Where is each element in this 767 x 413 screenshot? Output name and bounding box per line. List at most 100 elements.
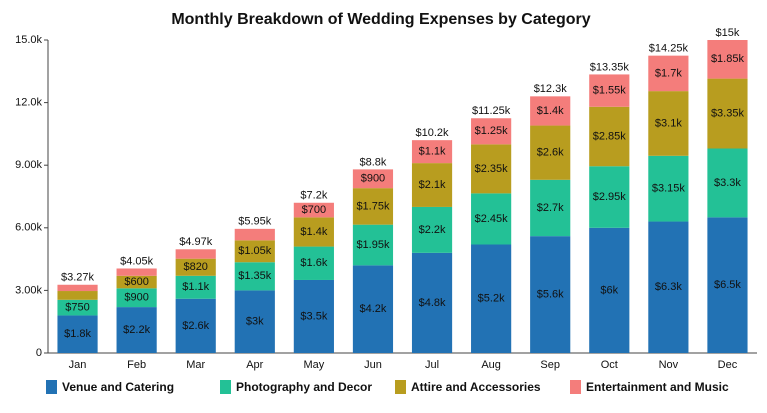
total-label: $11.25k bbox=[472, 105, 511, 117]
bar-segment bbox=[707, 148, 748, 218]
total-label: $14.25k bbox=[649, 43, 689, 55]
value-label: $3.5k bbox=[300, 310, 327, 322]
legend-label: Photography and Decor bbox=[236, 380, 372, 394]
bar-segment bbox=[471, 118, 512, 145]
bar-segment bbox=[530, 96, 571, 126]
x-tick-label: Mar bbox=[186, 359, 205, 371]
bar-segment bbox=[234, 240, 275, 263]
legend-label: Venue and Catering bbox=[62, 380, 174, 394]
value-label: $3k bbox=[246, 316, 264, 328]
bar-segment bbox=[530, 125, 571, 180]
bar-segment bbox=[648, 91, 689, 156]
bar-segment bbox=[471, 244, 512, 353]
bar-segment bbox=[648, 221, 689, 353]
y-tick-label: 6.00k bbox=[15, 222, 42, 234]
value-label: $3.15k bbox=[652, 183, 686, 195]
bar-segment bbox=[352, 188, 394, 225]
x-tick-label: Nov bbox=[659, 359, 679, 371]
y-tick-label: 15.0k bbox=[15, 34, 42, 46]
x-tick-label: Jul bbox=[425, 359, 439, 371]
value-label: $1.8k bbox=[64, 328, 91, 340]
bar-segment bbox=[175, 249, 216, 259]
bar-segment bbox=[116, 268, 157, 276]
bar-segment bbox=[648, 55, 689, 92]
x-tick-label: Apr bbox=[246, 359, 263, 371]
total-label: $10.2k bbox=[416, 127, 450, 139]
legend-swatch bbox=[395, 380, 406, 394]
y-tick-label: 9.00k bbox=[15, 159, 42, 171]
value-label: $1.4k bbox=[537, 105, 564, 117]
value-label: $1.1k bbox=[182, 281, 209, 293]
bar-segment bbox=[57, 291, 98, 300]
bar-segment bbox=[471, 193, 512, 245]
value-label: $4.8k bbox=[419, 297, 446, 309]
value-label: $900 bbox=[361, 173, 385, 185]
total-label: $3.27k bbox=[61, 272, 95, 284]
x-tick-label: Jan bbox=[69, 359, 87, 371]
value-label: $2.2k bbox=[419, 224, 446, 236]
total-label: $5.95k bbox=[238, 216, 272, 228]
bar-segment bbox=[293, 202, 334, 218]
total-label: $15k bbox=[716, 27, 740, 39]
x-tick-label: Jun bbox=[364, 359, 382, 371]
x-tick-label: Oct bbox=[601, 359, 618, 371]
bar-segment bbox=[234, 290, 275, 353]
bar-segment bbox=[116, 288, 157, 308]
value-label: $1.05k bbox=[238, 245, 272, 257]
x-tick-label: Feb bbox=[127, 359, 146, 371]
value-label: $2.85k bbox=[593, 130, 627, 142]
bar-segment bbox=[352, 169, 394, 189]
total-label: $13.35k bbox=[590, 61, 630, 73]
value-label: $820 bbox=[183, 261, 207, 273]
total-label: $12.3k bbox=[534, 83, 568, 95]
legend-swatch bbox=[220, 380, 231, 394]
value-label: $1.4k bbox=[300, 226, 327, 238]
value-label: $2.6k bbox=[182, 320, 209, 332]
legend-label: Attire and Accessories bbox=[411, 380, 541, 394]
bar-segment bbox=[530, 236, 571, 353]
bar-segment bbox=[234, 262, 275, 291]
bar-segment bbox=[352, 265, 394, 353]
value-label: $1.75k bbox=[356, 200, 390, 212]
bar-segment bbox=[411, 206, 453, 253]
value-label: $1.35k bbox=[238, 270, 272, 282]
value-label: $3.1k bbox=[655, 117, 682, 129]
bar-segment bbox=[707, 78, 748, 149]
bar-segment bbox=[57, 299, 98, 316]
value-label: $2.2k bbox=[123, 324, 150, 336]
bar-segment bbox=[175, 275, 216, 299]
value-label: $1.25k bbox=[475, 125, 509, 137]
value-label: $6.3k bbox=[655, 281, 682, 293]
legend-swatch bbox=[570, 380, 581, 394]
total-label: $7.2k bbox=[300, 190, 327, 202]
value-label: $6k bbox=[600, 284, 618, 296]
bar-segment bbox=[293, 279, 334, 353]
value-label: $1.55k bbox=[593, 85, 627, 97]
bar-segment bbox=[116, 307, 157, 353]
x-tick-label: Sep bbox=[540, 359, 560, 371]
value-label: $3.3k bbox=[714, 177, 741, 189]
x-tick-label: May bbox=[303, 359, 324, 371]
bar-segment bbox=[530, 179, 571, 237]
bar-segment bbox=[175, 298, 216, 353]
value-label: $1.95k bbox=[356, 239, 390, 251]
bar-segment bbox=[293, 217, 334, 247]
value-label: $4.2k bbox=[359, 303, 386, 315]
bar-segment bbox=[57, 284, 98, 292]
value-label: $700 bbox=[302, 204, 326, 216]
bar-segment bbox=[648, 155, 689, 222]
value-label: $5.2k bbox=[478, 293, 505, 305]
bar-segment bbox=[411, 140, 453, 164]
value-label: $2.6k bbox=[537, 147, 564, 159]
bar-segment bbox=[352, 224, 394, 266]
bar-segment bbox=[411, 163, 453, 207]
bar-segment bbox=[589, 227, 630, 353]
legend-label: Entertainment and Music bbox=[586, 380, 729, 394]
value-label: $600 bbox=[124, 276, 148, 288]
value-label: $1.6k bbox=[300, 257, 327, 269]
value-label: $2.1k bbox=[419, 179, 446, 191]
bar-segment bbox=[175, 258, 216, 276]
bar-segment bbox=[589, 74, 630, 107]
bar-segment bbox=[411, 252, 453, 353]
value-label: $900 bbox=[124, 292, 148, 304]
